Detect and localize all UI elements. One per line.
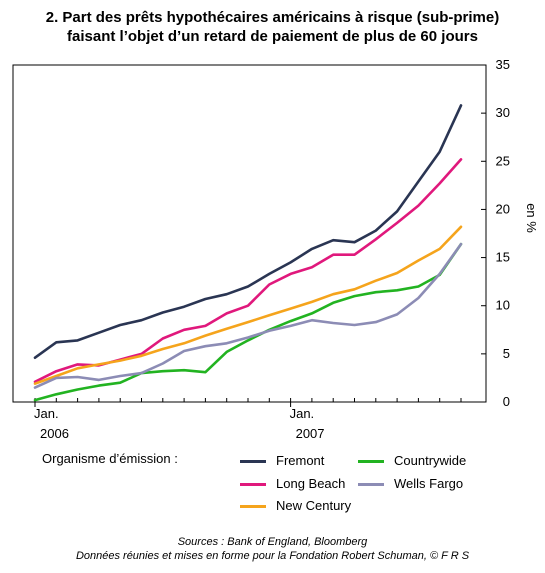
y-tick-label: 0 bbox=[503, 394, 510, 409]
x-tick-label-year: 2006 bbox=[40, 426, 69, 441]
y-tick-label: 25 bbox=[496, 153, 510, 168]
legend-swatch bbox=[358, 483, 384, 486]
sources-note: Sources : Bank of England, Bloomberg Don… bbox=[0, 535, 545, 563]
x-tick-label-year: 2007 bbox=[296, 426, 325, 441]
legend-label: Wells Fargo bbox=[394, 476, 464, 491]
y-tick-label: 5 bbox=[503, 346, 510, 361]
legend-swatch bbox=[240, 460, 266, 463]
plot-frame bbox=[12, 64, 487, 403]
y-tick-label: 15 bbox=[496, 250, 510, 265]
chart-title-line1: 2. Part des prêts hypothécaires américai… bbox=[45, 9, 500, 26]
y-tick-label: 10 bbox=[496, 298, 510, 313]
series-line-wells-fargo bbox=[33, 242, 463, 389]
chart-title-line2: faisant l’objet d’un retard de paiement … bbox=[67, 28, 478, 45]
legend-heading: Organisme d’émission : bbox=[42, 451, 178, 466]
series-line-long-beach bbox=[33, 158, 463, 384]
series-line-new-century bbox=[33, 225, 463, 386]
source-line1: Sources : Bank of England, Bloomberg bbox=[177, 536, 368, 548]
legend-swatch bbox=[240, 483, 266, 486]
series-line-fremont bbox=[33, 104, 463, 360]
legend-label: New Century bbox=[276, 498, 352, 513]
y-tick-label: 20 bbox=[496, 201, 510, 216]
source-line2: Données réunies et mises en forme pour l… bbox=[75, 550, 470, 562]
chart-title: 2. Part des prêts hypothécaires américai… bbox=[0, 8, 545, 46]
y-tick-label: 30 bbox=[496, 105, 510, 120]
series-line-countrywide bbox=[33, 242, 463, 402]
y-tick-label: 35 bbox=[496, 57, 510, 72]
legend-swatch bbox=[358, 460, 384, 463]
legend-label: Fremont bbox=[276, 453, 325, 468]
legend-label: Countrywide bbox=[394, 453, 467, 468]
y-axis-label: en % bbox=[524, 203, 539, 233]
legend-swatch bbox=[240, 505, 266, 508]
x-tick-label-month: Jan. bbox=[290, 406, 315, 421]
legend-label: Long Beach bbox=[276, 476, 346, 491]
x-tick-label-month: Jan. bbox=[34, 406, 59, 421]
